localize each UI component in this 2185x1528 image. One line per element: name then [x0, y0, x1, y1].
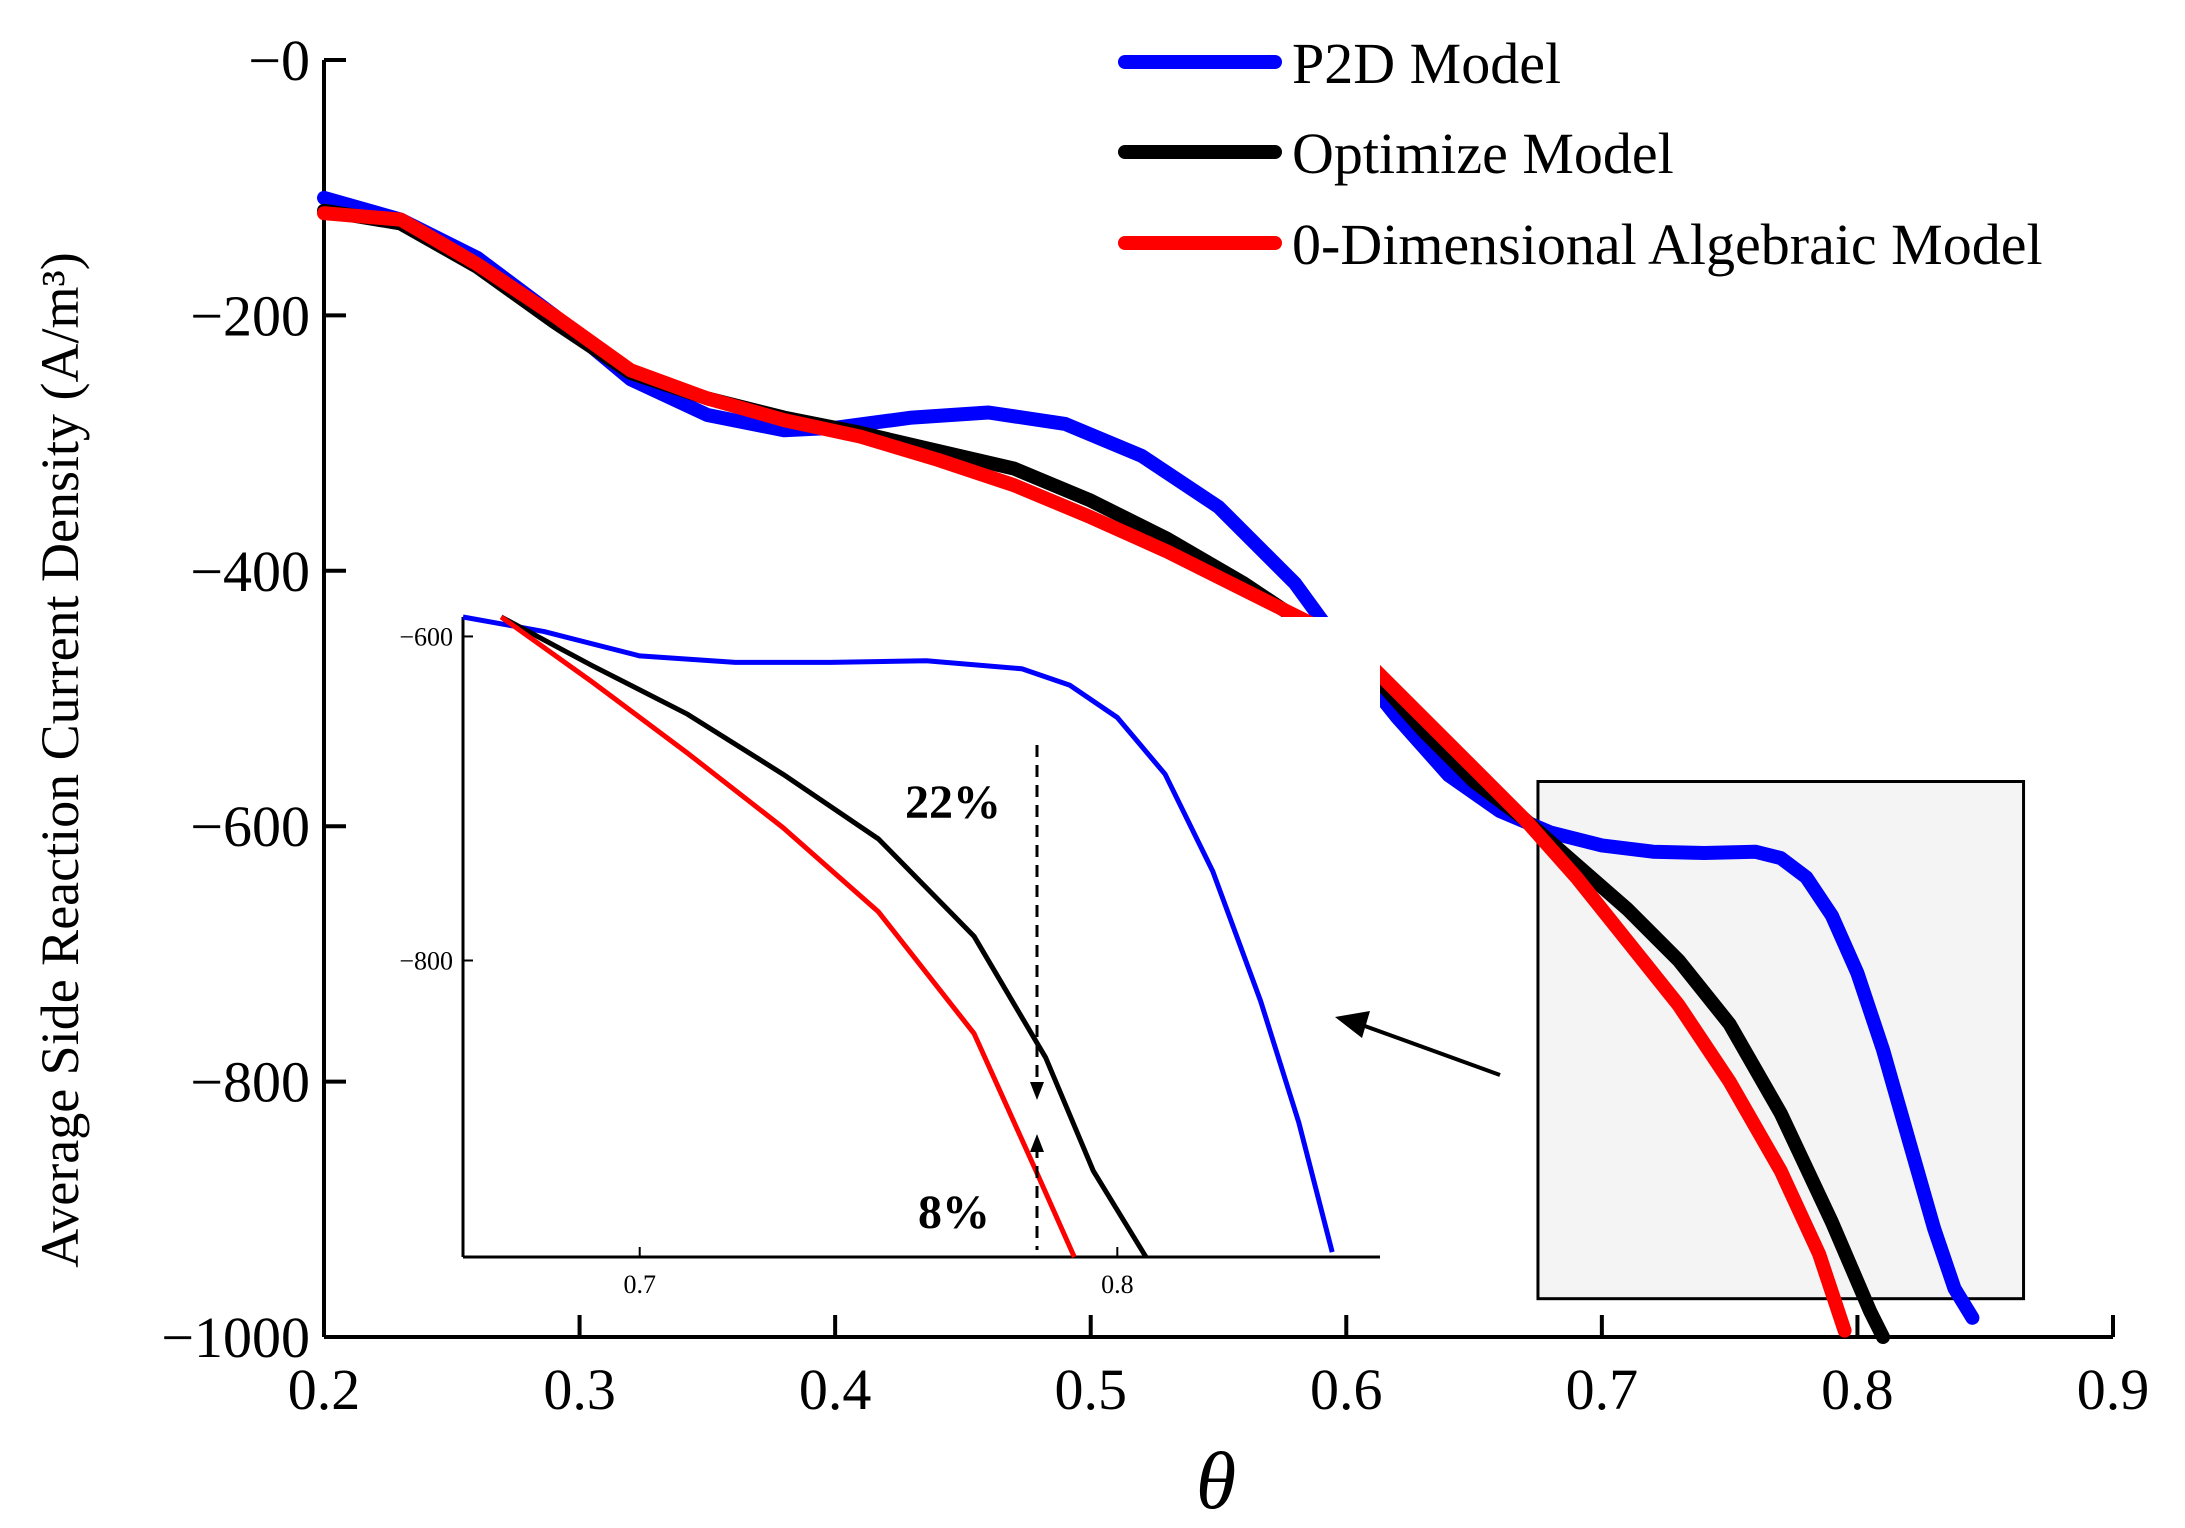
- main-plot: 0.2 0.3 0.4 0.5 0.6 0.7 0.8 0.9 −0−200−400−600−…: [161, 28, 2149, 1422]
- inset-x-tick-label: 0.8: [1101, 1270, 1134, 1299]
- main-x-tick-label: 0.6: [1310, 1357, 1383, 1422]
- annot-8-label: 8%: [918, 1186, 990, 1239]
- main-x-tick-label: 0.2: [288, 1357, 361, 1422]
- zoom-pointer-arrow: [1361, 1023, 1501, 1077]
- inset-plot: 0.7 0.8 −600 −800 22% 8%: [399, 614, 1380, 1299]
- main-y-tick-label: −600: [190, 794, 310, 859]
- inset-series-line: [462, 614, 1335, 1253]
- zoom-region-box: [1536, 780, 2026, 1301]
- inset-x-tick-label: 0.7: [623, 1270, 656, 1299]
- inset-background: [463, 617, 1380, 1257]
- main-x-tick-label: 0.7: [1566, 1357, 1639, 1422]
- legend-label-0d: 0-Dimensional Algebraic Model: [1292, 212, 2043, 277]
- main-x-tick-label: 0.4: [799, 1357, 872, 1422]
- annot-22-label: 22%: [905, 776, 1001, 829]
- main-x-tick-label: 0.8: [1821, 1357, 1894, 1422]
- main-y-ticks: −0 −200 −400 −600 −800 −1000: [161, 28, 346, 1370]
- inset-series-line: [499, 614, 1077, 1259]
- inset-y-tick-label: −600: [399, 622, 453, 651]
- inset-y-ticks: −600 −800: [399, 622, 473, 975]
- annot-22-arrowhead: [1030, 1082, 1044, 1100]
- legend-label-optimize: Optimize Model: [1292, 121, 1674, 186]
- main-series-line: [317, 206, 1852, 1338]
- inset-series-line: [500, 614, 1149, 1259]
- legend: P2D Model Optimize Model 0-Dimensional A…: [1118, 31, 2043, 277]
- main-y-tick-label: −1000: [161, 1305, 310, 1370]
- inset-x-ticks: 0.7 0.8: [623, 1247, 1134, 1299]
- zoom-pointer-arrowhead: [1335, 1011, 1370, 1038]
- main-y-tick-label: −400: [190, 539, 310, 604]
- main-series-line: [317, 190, 1980, 1325]
- main-series: [317, 190, 1980, 1344]
- main-x-tick-label: 0.9: [2077, 1357, 2150, 1422]
- inset-series: [462, 614, 1335, 1259]
- inset-y-tick-label: −800: [399, 946, 453, 975]
- main-x-tick-label: 0.5: [1054, 1357, 1127, 1422]
- legend-label-p2d: P2D Model: [1292, 31, 1561, 96]
- main-y-tick-label: −0: [248, 28, 310, 93]
- y-axis-label: Average Side Reaction Current Density (A…: [30, 252, 90, 1267]
- annot-8-arrowhead: [1030, 1134, 1044, 1152]
- main-y-tick-label: −200: [190, 283, 310, 348]
- main-y-tick-label: −800: [190, 1050, 310, 1115]
- main-x-tick-label: 0.3: [543, 1357, 616, 1422]
- main-x-ticks: 0.2 0.3 0.4 0.5 0.6 0.7 0.8 0.9: [288, 1315, 2150, 1422]
- x-axis-label: θ: [1196, 1435, 1236, 1526]
